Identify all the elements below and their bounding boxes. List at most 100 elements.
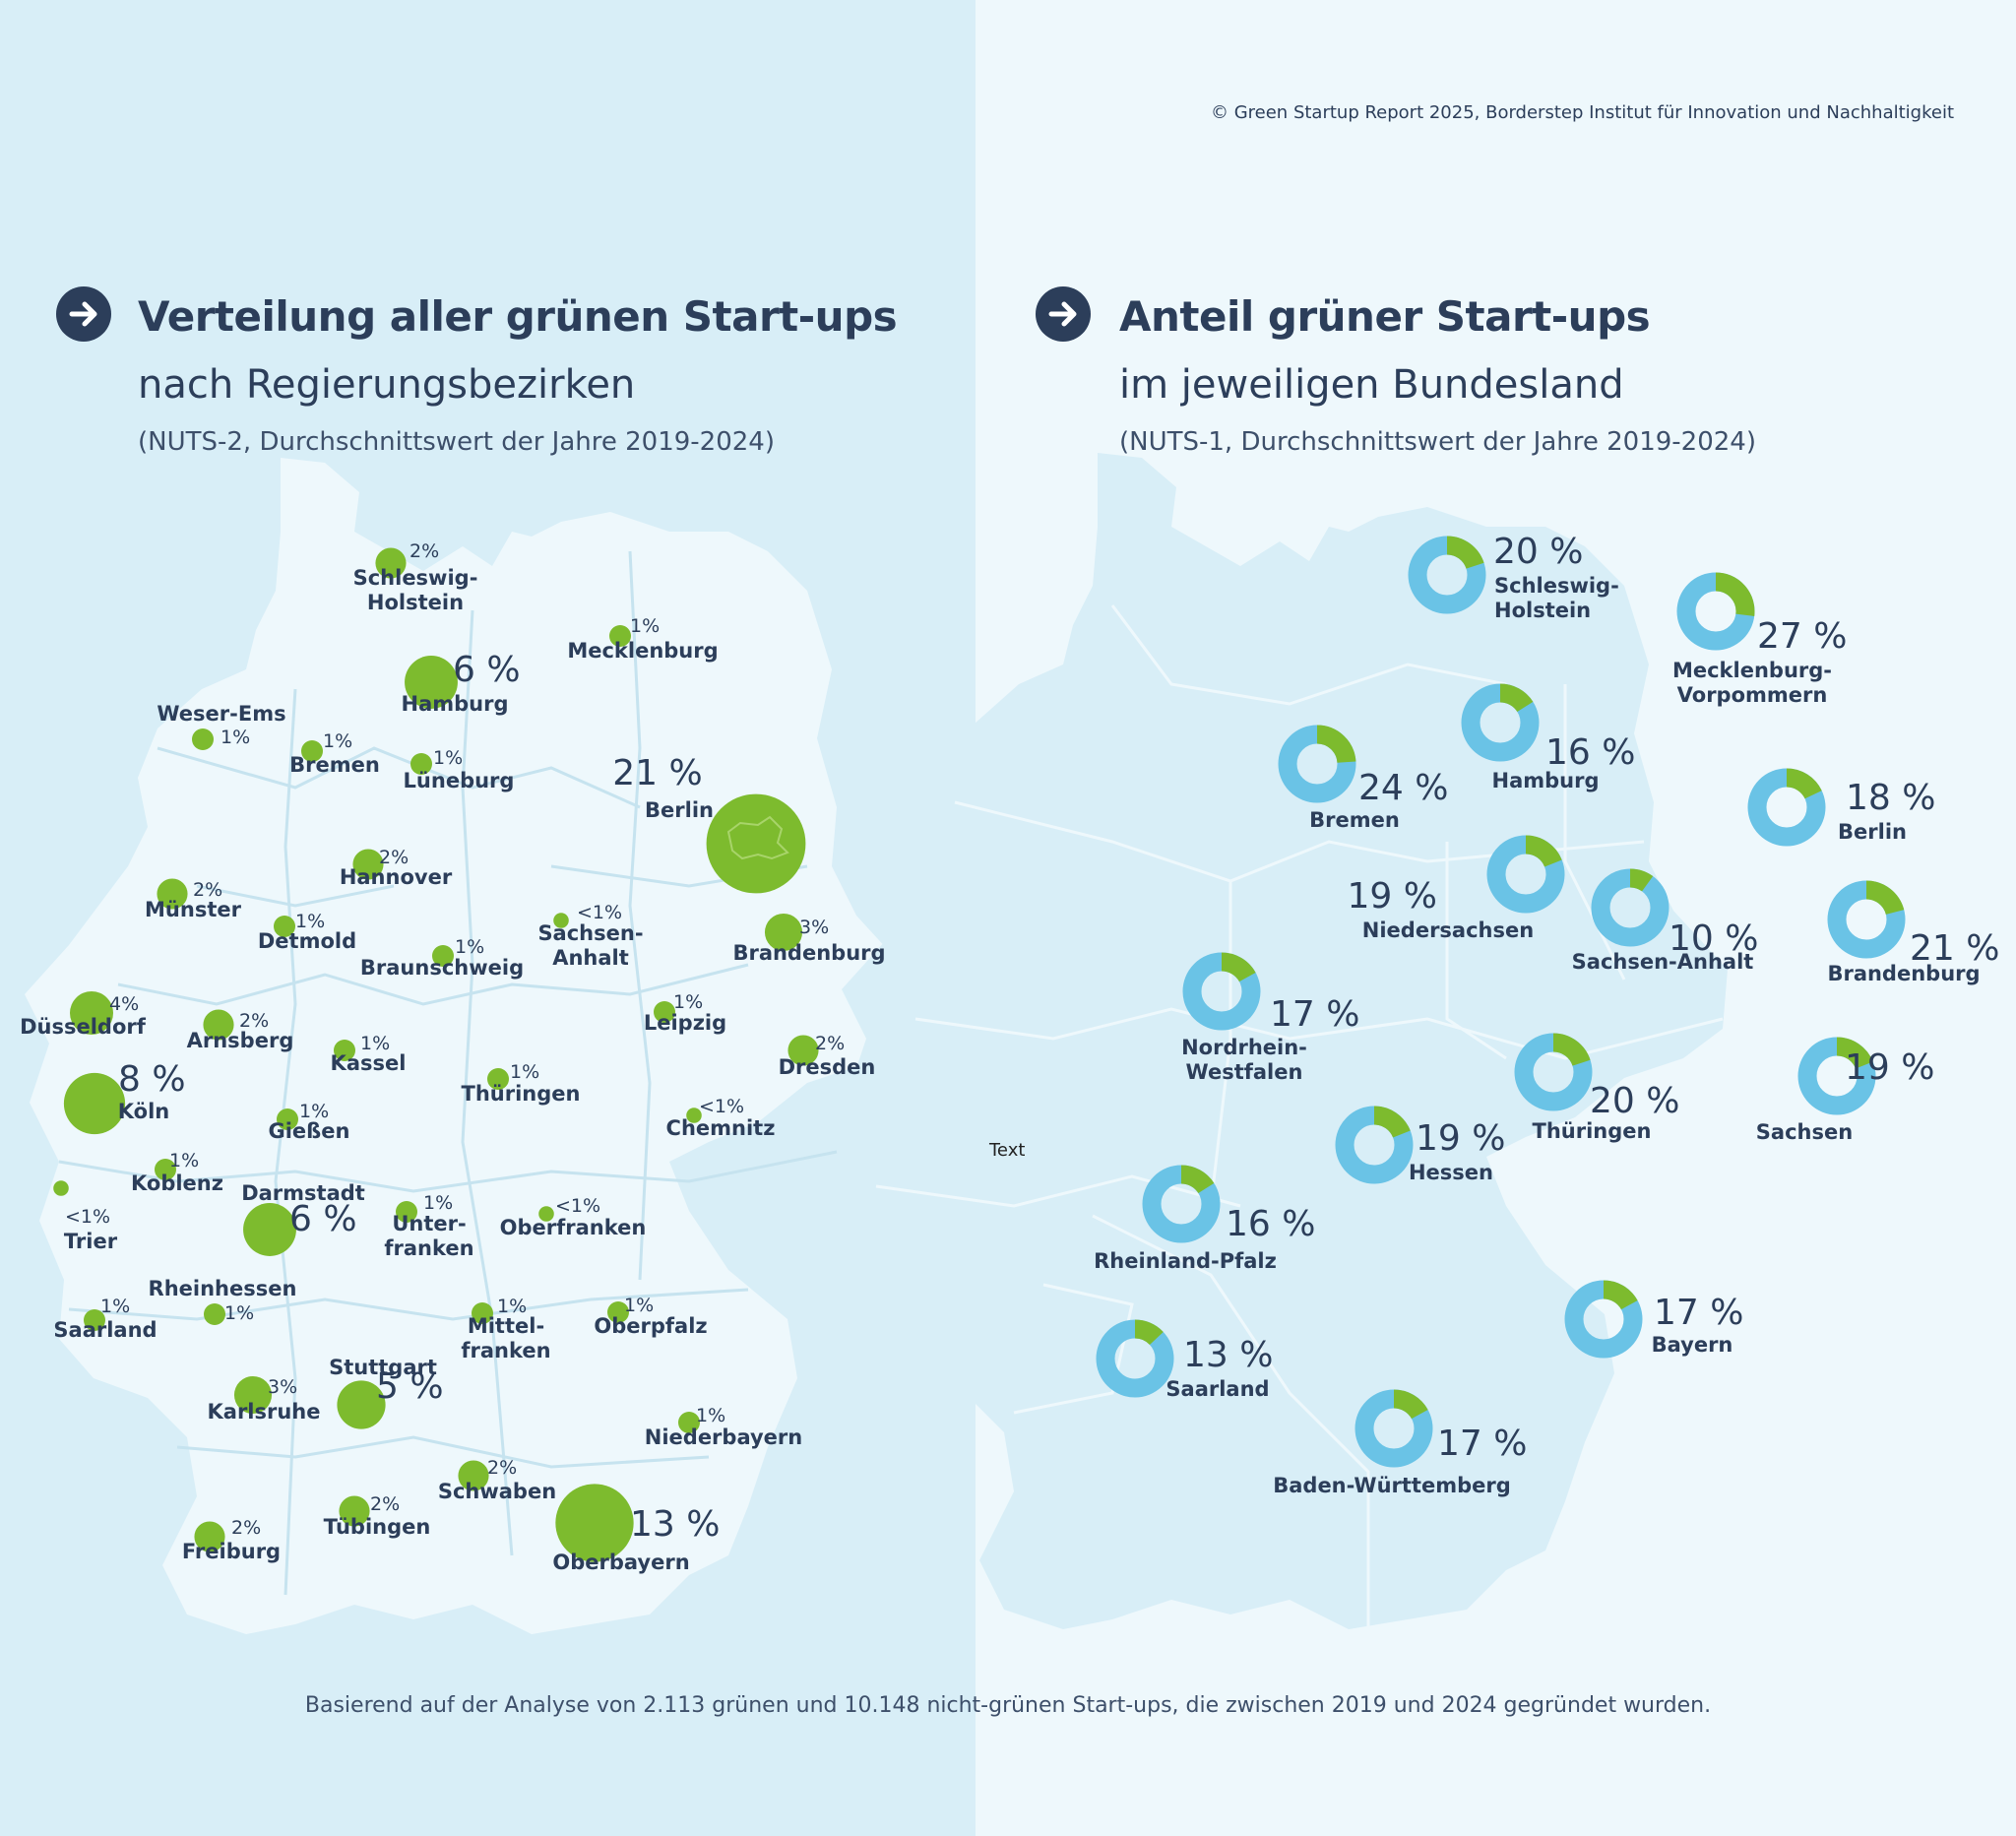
value-karlsruhe: 3% [268,1376,297,1398]
value-braunschweig: 1% [455,936,484,958]
label-stuttgart: Stuttgart [329,1356,437,1379]
donut-share-schleswig-holstein [1446,536,1484,570]
bubble-darmstadt [243,1203,296,1256]
donut-share-baden-württemberg [1393,1389,1428,1420]
value-stuttgart: 5 % [376,1366,444,1407]
value-lüneburg: 1% [433,747,463,769]
bubble-bremen [301,740,323,762]
label-sachsen-anhalt: Sachsen-Anhalt [1572,950,1754,974]
donut-share-thüringen [1552,1033,1591,1067]
value-hamburg: 16 % [1545,732,1635,773]
bubble-brandenburg [764,913,803,952]
label-dresden: Dresden [779,1055,876,1079]
label-sachsen: Sachsen [1756,1120,1853,1144]
value-sachsen-anhalt: 10 % [1669,918,1758,959]
label-leipzig: Leipzig [644,1011,726,1035]
donut-share-sachsen-anhalt [1629,868,1654,892]
label-freiburg: Freiburg [182,1540,281,1563]
donut-share-rheinland-pfalz [1180,1165,1215,1194]
label-hamburg: Hamburg [402,692,509,716]
stray-text-label: Text [989,1140,1026,1161]
donut-share-brandenburg [1865,880,1905,916]
donut-share-bremen [1316,725,1356,764]
donut-share-nordrhein-westfalen [1221,952,1256,982]
label-kassel: Kassel [331,1051,407,1075]
arrow-right-circle-icon [56,286,111,342]
donut-share-bayern [1603,1280,1638,1310]
value-rheinland-pfalz: 16 % [1226,1204,1315,1244]
value-hannover: 2% [379,847,409,868]
left-note: (NUTS-2, Durchschnittswert der Jahre 201… [138,427,775,457]
bubble-lüneburg [410,753,432,775]
bubble-thüringen [487,1068,509,1090]
value-brandenburg: 3% [799,917,829,938]
arrow-right-circle-icon [1036,286,1091,342]
label-arnsberg: Arnsberg [187,1029,294,1052]
bubble-koblenz [155,1159,176,1180]
bubble-saarland [84,1309,105,1331]
left-title: Verteilung aller grünen Start-ups [138,292,898,341]
label-mecklenburg-vorpommern: Mecklenburg-Vorpommern [1672,659,1832,707]
value-dresden: 2% [815,1033,845,1054]
value-mittel-franken: 1% [497,1296,527,1317]
bubble-rheinhessen [204,1303,225,1325]
label-mecklenburg: Mecklenburg [567,639,718,663]
donut-share-berlin [1786,768,1822,799]
right-subtitle: im jeweiligen Bundesland [1119,362,1624,408]
value-mecklenburg: 1% [630,615,660,637]
label-chemnitz: Chemnitz [666,1116,776,1140]
donut-share-hamburg [1499,683,1534,713]
donut-share-saarland [1134,1319,1164,1346]
label-weser-ems: Weser-Ems [157,702,285,726]
value-tübingen: 2% [370,1493,400,1515]
label-köln: Köln [118,1100,169,1123]
label-hamburg: Hamburg [1492,769,1600,792]
value-detmold: 1% [295,911,325,932]
bubble-unter-franken [396,1201,417,1223]
bubble-oberpfalz [607,1301,629,1323]
bubble-dresden [788,1035,819,1066]
label-tübingen: Tübingen [324,1515,431,1539]
value-oberfranken: <1% [555,1195,600,1217]
label-thüringen: Thüringen [462,1082,581,1106]
value-oberpfalz: 1% [624,1295,654,1316]
bubble-sachsen-anhalt [553,913,569,928]
label-schleswig-holstein: Schleswig-Holstein [353,566,478,614]
label-niederbayern: Niederbayern [645,1425,802,1449]
value-niedersachsen: 19 % [1348,876,1437,917]
value-bremen: 1% [323,730,352,752]
label-darmstadt: Darmstadt [241,1181,365,1205]
value-nordrhein-westfalen: 17 % [1270,994,1359,1035]
value-berlin: 21 % [612,753,702,793]
value-trier: <1% [65,1206,110,1228]
bubble-oberfranken [538,1206,554,1222]
bubble-hannover [352,849,384,880]
label-lüneburg: Lüneburg [404,769,515,792]
bubble-karlsruhe [233,1375,273,1415]
donut-share-niedersachsen [1525,835,1562,868]
label-sachsen-anhalt: Sachsen-Anhalt [537,921,643,970]
bubble-hamburg [405,656,458,709]
left-germany-map [25,458,911,1634]
label-karlsruhe: Karlsruhe [208,1400,321,1424]
footnote: Basierend auf der Analyse von 2.113 grün… [304,1693,1712,1718]
label-trier: Trier [64,1230,118,1253]
value-leipzig: 1% [673,991,703,1013]
value-thüringen: 20 % [1590,1081,1679,1121]
label-bremen: Bremen [289,753,380,777]
bubble-schwaben [458,1460,489,1491]
value-münster: 2% [193,879,222,901]
label-bayern: Bayern [1652,1333,1733,1357]
label-brandenburg: Brandenburg [732,941,885,965]
label-rheinhessen: Rheinhessen [149,1277,297,1300]
donut-share-mecklenburg-vorpommern [1715,572,1755,616]
label-koblenz: Koblenz [131,1171,223,1195]
label-baden-württemberg: Baden-Württemberg [1273,1474,1511,1497]
donut-share-sachsen [1836,1037,1873,1070]
value-brandenburg: 21 % [1910,928,1999,969]
left-subtitle: nach Regierungsbezirken [138,362,636,408]
label-unter-franken: Unter-franken [384,1212,473,1260]
bubble-braunschweig [432,945,454,967]
